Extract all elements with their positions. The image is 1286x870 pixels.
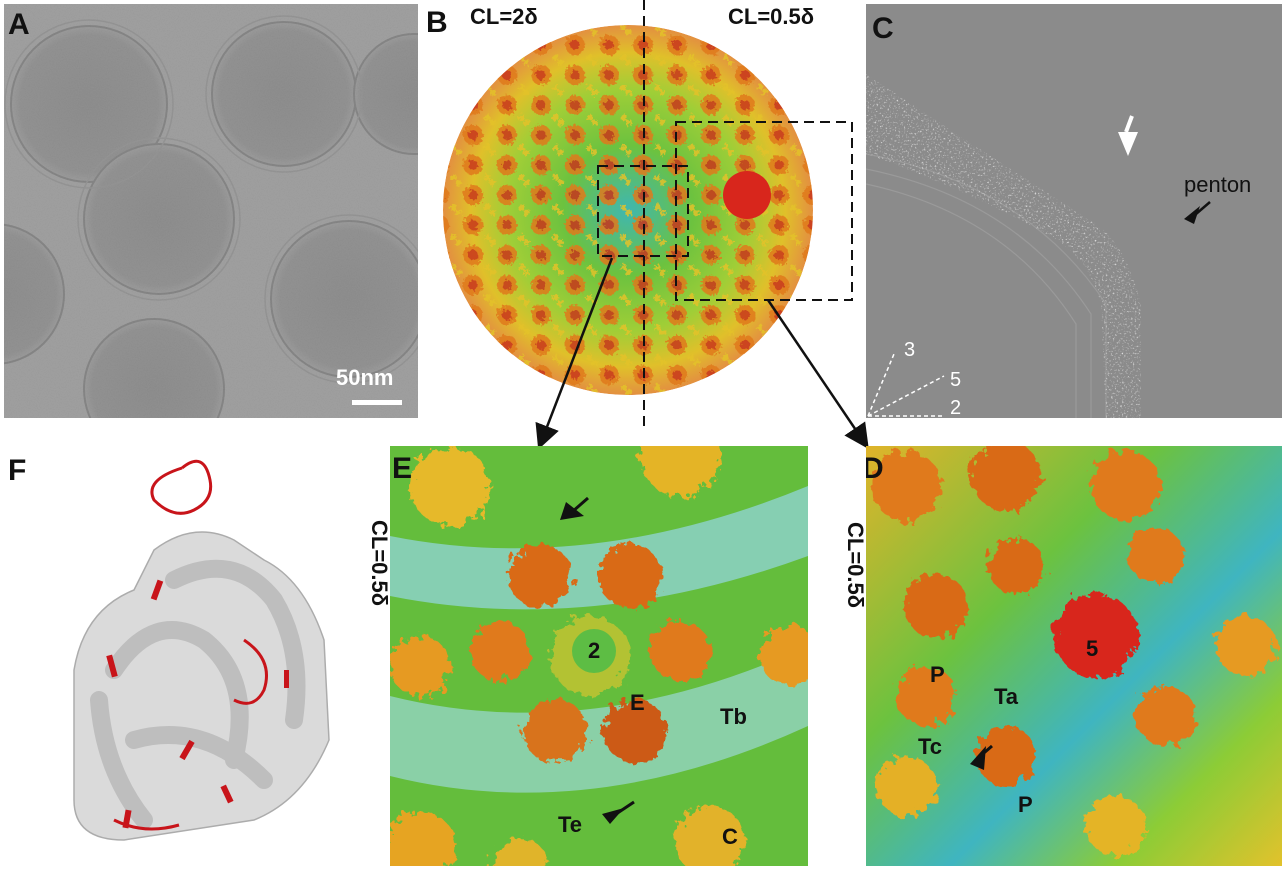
arrow-to-d: [766, 299, 869, 450]
cl-right-label: CL=0.5δ: [728, 4, 815, 29]
panel-label-a: A: [8, 8, 30, 41]
label-five: 5: [1086, 636, 1099, 661]
panel-label-c: C: [872, 12, 894, 45]
panel-d-fivefold-zoom: D P 5 Ta Tc P: [866, 446, 1282, 866]
panel-e-twofold-zoom: E 2 E Tb Te C: [390, 446, 808, 866]
scale-bar: [352, 400, 402, 405]
label-two: 2: [588, 638, 601, 663]
axis-2-label: 2: [950, 397, 962, 418]
panel-f-density-fit: F: [4, 440, 376, 868]
scale-bar-label: 50nm: [336, 365, 394, 390]
capsid-map: [443, 0, 853, 432]
density-ribbon-model: [73, 459, 330, 841]
micrograph-image: [4, 4, 418, 418]
label-te: Te: [558, 812, 583, 837]
fivefold-map: [866, 446, 1282, 866]
panel-c-slice: C penton 3 5 2: [866, 4, 1282, 418]
label-tb: Tb: [720, 704, 747, 729]
axis-5-label: 5: [950, 369, 962, 391]
penton-label: penton: [1184, 172, 1252, 197]
axis-3-label: 3: [904, 339, 916, 361]
ribbon-loop: [150, 459, 213, 515]
d-cl-label: CL=0.5δ: [843, 522, 868, 609]
slice-image: [866, 4, 1282, 418]
label-c: C: [722, 824, 738, 849]
label-p-bottom: P: [1018, 792, 1033, 817]
cl-left-label: CL=2δ: [470, 4, 538, 29]
penton-arrow-icon: [1184, 206, 1200, 224]
panel-label-d: D: [866, 452, 884, 485]
label-p-top: P: [930, 662, 945, 687]
label-tc: Tc: [918, 734, 943, 759]
panel-label-e: E: [392, 452, 413, 485]
label-e: E: [630, 690, 645, 715]
panel-label-b: B: [426, 6, 448, 39]
twofold-map: [390, 446, 808, 866]
panel-a-micrograph: A 50nm: [4, 4, 418, 418]
e-cl-label: CL=0.5δ: [367, 520, 392, 607]
panel-label-f: F: [8, 454, 27, 487]
white-arrow-icon: [1118, 132, 1138, 156]
arrow-to-e: [535, 257, 614, 450]
panel-b-capsid-map: B CL=2δ CL=0.5δ: [422, 0, 862, 440]
label-ta: Ta: [994, 684, 1019, 709]
